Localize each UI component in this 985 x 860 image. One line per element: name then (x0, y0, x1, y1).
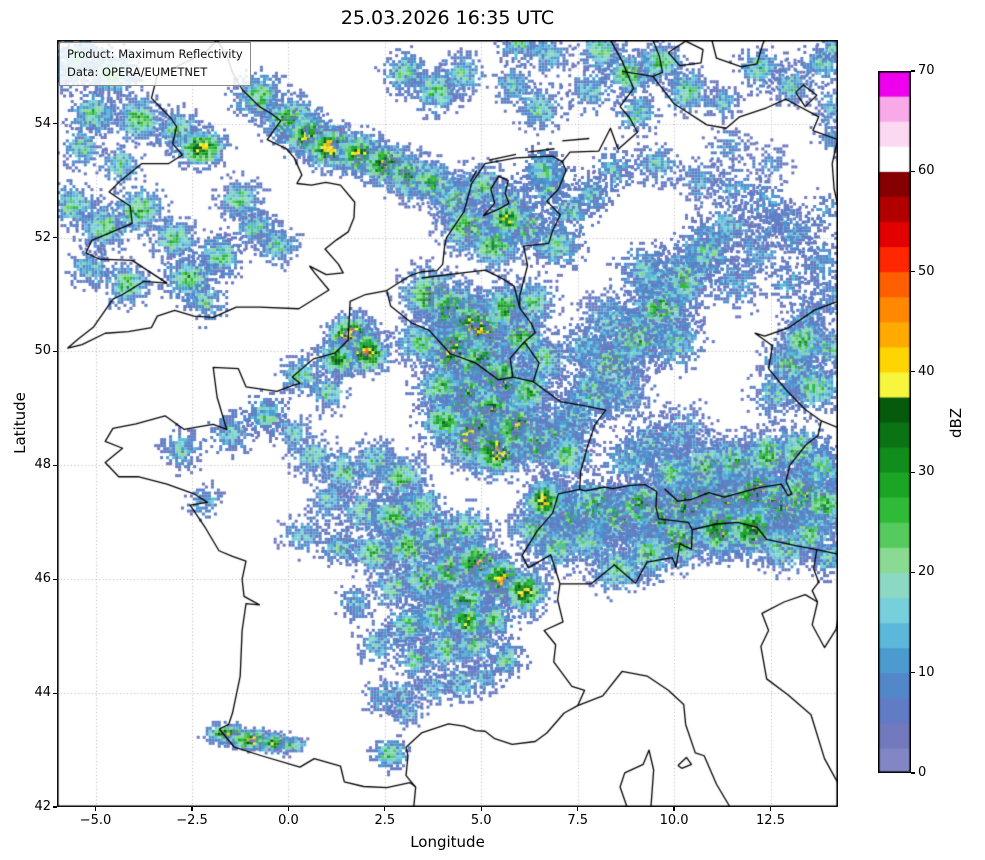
y-tick-mark (53, 123, 57, 125)
x-tick-label: 5.0 (470, 813, 492, 828)
colorbar-scale (878, 71, 911, 773)
y-tick-mark (53, 350, 57, 353)
x-tick-label: 10.0 (659, 813, 689, 828)
y-tick-label: 42 (34, 799, 51, 814)
colorbar-tick-label: 50 (918, 263, 935, 279)
y-tick-label: 46 (34, 571, 51, 587)
map-plot-area: Product: Maximum Reflectivity Data: OPER… (57, 40, 838, 807)
colorbar-tick-mark (911, 471, 915, 473)
y-tick-label: 44 (34, 685, 51, 701)
x-tick-label: −2.5 (176, 813, 208, 828)
colorbar-tick-mark (911, 571, 915, 574)
colorbar-tick-label: 0 (918, 765, 927, 780)
colorbar-tick-label: 70 (918, 63, 935, 78)
x-tick-mark (287, 807, 289, 811)
colorbar-tick-label: 40 (918, 363, 935, 379)
colorbar-tick-mark (911, 772, 915, 774)
y-tick-label: 50 (34, 343, 51, 359)
x-tick-mark (94, 807, 97, 811)
x-tick-label: −5.0 (79, 813, 112, 828)
colorbar (878, 71, 911, 773)
x-tick-label: 2.5 (374, 813, 396, 828)
figure-title: 25.03.2026 16:35 UTC (340, 7, 555, 29)
colorbar-tick-label: 20 (918, 564, 935, 580)
colorbar-tick-label: 60 (918, 163, 935, 179)
x-tick-mark (577, 807, 579, 811)
x-tick-mark (480, 807, 482, 811)
x-tick-label: 0.0 (278, 813, 299, 828)
y-tick-label: 48 (34, 457, 51, 473)
x-tick-mark (384, 807, 386, 811)
x-axis-label: Longitude (410, 833, 485, 851)
data-source: Data: OPERA/EUMETNET (67, 64, 208, 79)
x-tick-mark (769, 807, 772, 811)
y-tick-mark (53, 464, 57, 466)
y-tick-mark (53, 692, 57, 694)
colorbar-tick-label: 30 (918, 464, 935, 480)
y-tick-label: 54 (34, 115, 51, 131)
colorbar-tick-label: 10 (918, 664, 935, 680)
radar-map (57, 40, 838, 807)
colorbar-tick-mark (911, 270, 915, 273)
colorbar-tick-mark (911, 672, 915, 674)
y-axis-label: Latitude (10, 392, 29, 454)
colorbar-tick-mark (911, 70, 915, 72)
colorbar-tick-mark (911, 170, 915, 172)
colorbar-unit-label: dBZ (947, 407, 966, 439)
y-tick-mark (53, 578, 57, 580)
x-tick-label: 7.5 (567, 813, 588, 828)
x-tick-mark (191, 807, 193, 811)
x-tick-mark (673, 807, 675, 811)
y-tick-label: 52 (34, 229, 51, 245)
product-info-box: Product: Maximum Reflectivity Data: OPER… (59, 42, 251, 86)
x-tick-label: 12.5 (756, 813, 785, 828)
y-tick-mark (53, 236, 57, 239)
product-name: Product: Maximum Reflectivity (67, 47, 243, 61)
colorbar-tick-mark (911, 371, 915, 373)
y-tick-mark (53, 806, 57, 808)
